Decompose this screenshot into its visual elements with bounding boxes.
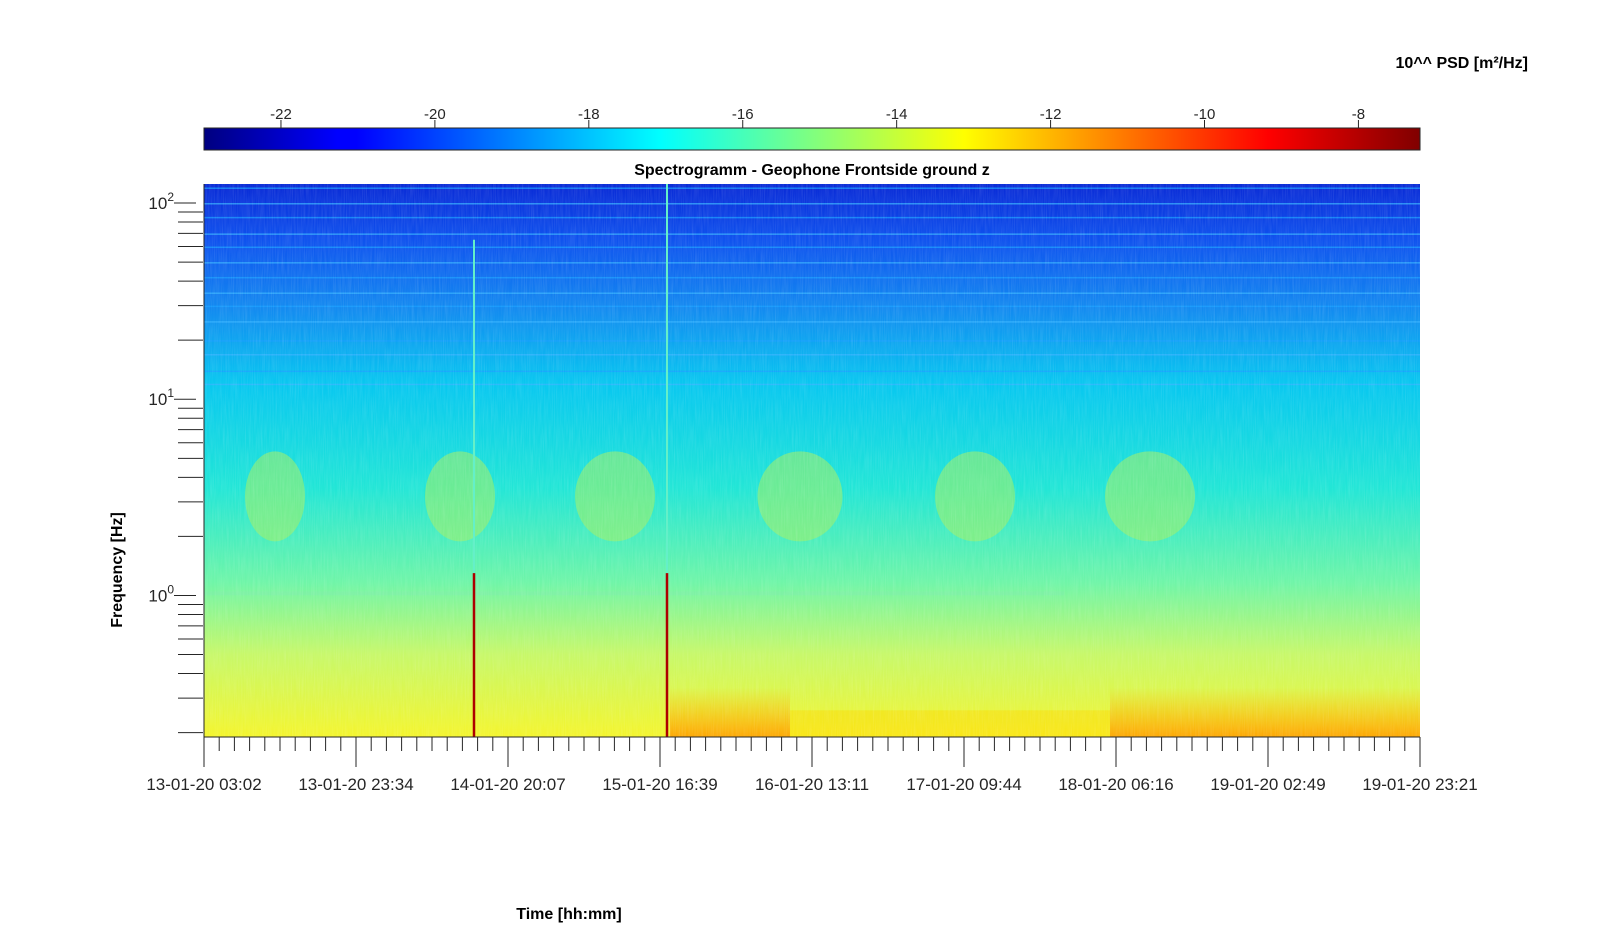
spectrogram-events [472,184,669,737]
colorbar-tick-label: -14 [886,106,908,123]
colorbar-tick-label: -22 [270,106,292,123]
colorbar-tick-label: -18 [578,106,600,123]
colorbar-ticks: -22 -20 -18 -16 -14 -12 -10 -8 [270,106,1365,128]
x-tick-label: 16-01-20 13:11 [755,775,869,794]
x-axis-label: Time [hh:mm] [516,906,621,923]
x-tick-label: 13-01-20 23:34 [298,775,413,794]
x-tick-label: 14-01-20 20:07 [450,775,565,794]
colorbar-tick-label: -12 [1040,106,1062,123]
x-axis: 13-01-20 03:02 13-01-20 23:34 14-01-20 20:… [146,736,1478,794]
y-axis: 100 101 102 [148,184,205,737]
chart-title: Spectrogramm - Geophone Frontside ground… [634,162,990,179]
colorbar-label: 10^^ PSD [m²/Hz] [1396,55,1528,72]
colorbar-tick-label: -8 [1352,106,1365,123]
x-tick-label: 17-01-20 09:44 [906,775,1021,794]
x-tick-label: 19-01-20 02:49 [1210,775,1325,794]
colorbar-tick-label: -10 [1194,106,1216,123]
colorbar-tick-label: -20 [424,106,446,123]
x-tick-label: 15-01-20 16:39 [602,775,717,794]
y-tick-label: 100 [148,582,174,605]
x-tick-label: 19-01-20 23:21 [1362,775,1477,794]
y-tick-label: 102 [148,190,174,213]
y-tick-label: 101 [148,386,174,409]
y-axis-label: Frequency [Hz] [109,512,126,628]
colorbar-tick-label: -16 [732,106,754,123]
x-tick-label: 13-01-20 03:02 [146,775,261,794]
spectrogram-image [204,184,1420,737]
spectrogram-texture [204,184,1420,737]
x-tick-label: 18-01-20 06:16 [1058,775,1173,794]
colorbar [203,127,1421,151]
